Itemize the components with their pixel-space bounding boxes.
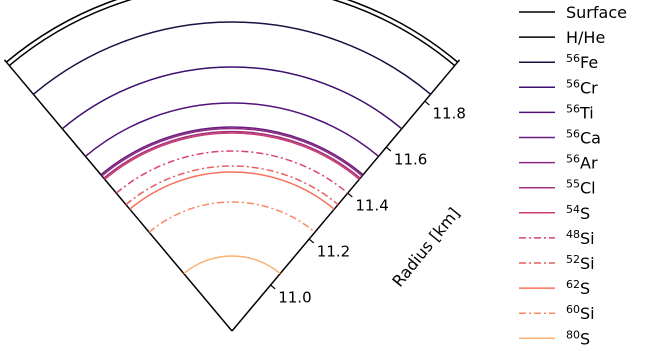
legend-label-6: 56Ca [566, 128, 601, 148]
layer-arc-5 [84, 102, 380, 157]
layer-arc-6 [100, 126, 364, 176]
tick-mark-2 [308, 238, 315, 244]
legend-label-3: 56Fe [566, 52, 598, 72]
legend: Surface H/He 56Fe 56Cr 56Ti 56Ca 56Ar 55Cl 54S 48… [519, 3, 627, 348]
legend-label-2: H/He [566, 28, 605, 47]
layer-arc-2 [8, 0, 456, 67]
legend-label-7: 56Ar [566, 153, 598, 173]
axis-label: Radius [km] [388, 204, 463, 291]
wedge-right-edge [231, 59, 461, 332]
radius-axis: Radius [km] 11.0 11.2 11.4 11.6 11.8 [270, 100, 466, 306]
layer-arc-11 [125, 165, 339, 206]
tick-mark-3 [347, 192, 353, 198]
legend-label-9: 54S [566, 203, 590, 223]
legend-label-5: 56Ti [566, 102, 594, 122]
layer-arc-7 [101, 127, 363, 177]
tick-mark-4 [385, 146, 392, 152]
legend-label-10: 48Si [566, 228, 595, 248]
legend-label-1: Surface [566, 3, 627, 22]
layer-arc-8 [103, 130, 361, 179]
layer-arc-1 [5, 0, 459, 63]
legend-label-11: 52Si [566, 253, 595, 273]
layer-arc-3 [32, 21, 432, 95]
tick-label-4: 11.6 [394, 151, 427, 169]
legend-label-14: 80S [566, 328, 590, 348]
legend-label-4: 56Cr [566, 77, 598, 97]
wedge-plot-area [3, 0, 461, 332]
layer-arc-9 [104, 132, 360, 180]
legend-label-12: 62S [566, 278, 590, 298]
tick-label-5: 11.8 [432, 105, 465, 123]
layer-arc-12 [129, 171, 335, 210]
legend-label-13: 60Si [566, 303, 595, 323]
tick-mark-5 [424, 100, 430, 106]
tick-mark-1 [270, 284, 276, 290]
layer-arc-10 [115, 150, 349, 194]
layer-arc-4 [61, 66, 403, 130]
tick-label-3: 11.4 [355, 197, 388, 215]
wedge-left-edge [3, 59, 233, 332]
layer-arc-14 [183, 255, 281, 275]
layer-arc-13 [148, 201, 316, 233]
tick-label-2: 11.2 [317, 243, 350, 261]
tick-label-1: 11.0 [278, 288, 311, 306]
legend-label-8: 55Cl [566, 178, 596, 198]
